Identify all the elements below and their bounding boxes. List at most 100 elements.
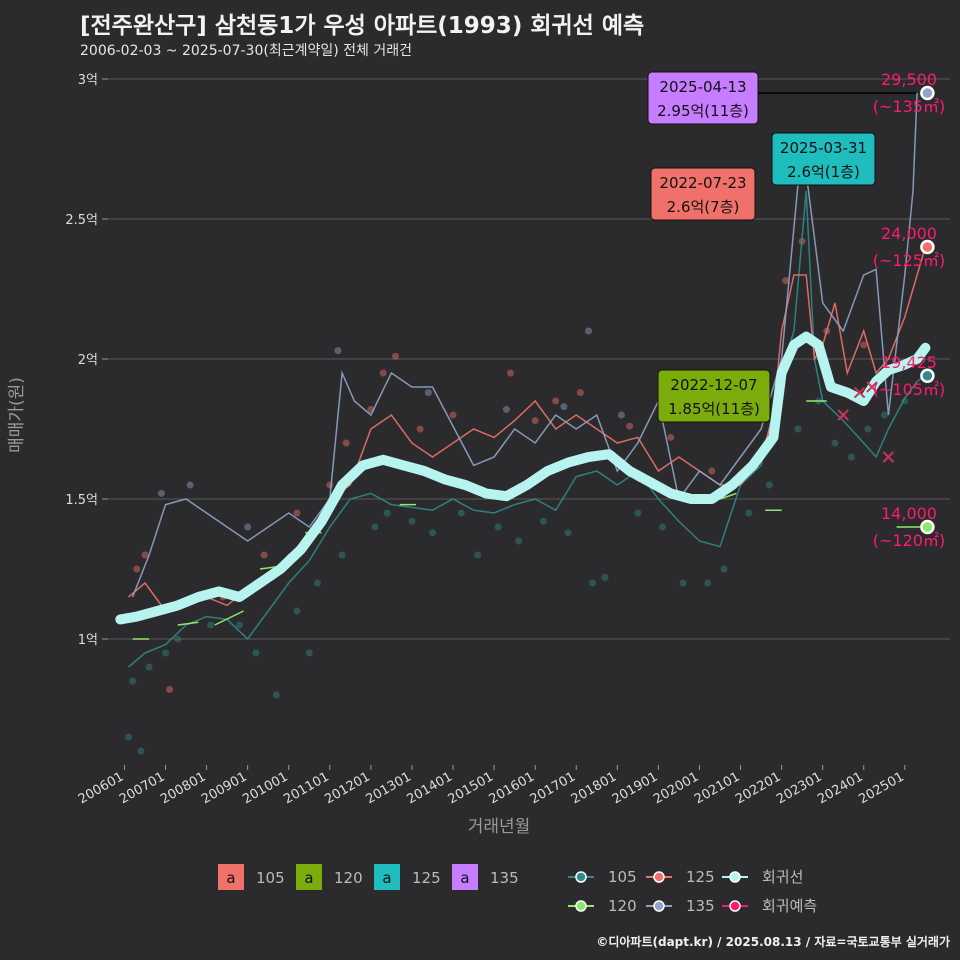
legend-key-letter: a: [304, 869, 313, 887]
scatter-point-105: [428, 529, 436, 537]
forecast-marker: [866, 381, 878, 393]
scatter-point-105: [494, 523, 502, 531]
x-tick-label: 201201: [322, 769, 372, 807]
x-tick-label: 200901: [199, 769, 249, 807]
scatter-point-125: [782, 277, 790, 285]
legend-key-box: [452, 864, 478, 890]
scatter-point-105: [704, 579, 712, 587]
scatter-point-105: [601, 573, 609, 581]
regression-line: [115, 331, 931, 625]
callout-date: 2022-12-07: [670, 376, 757, 394]
x-tick-label: 201401: [405, 769, 455, 807]
scatter-point-125: [626, 422, 634, 430]
legend-line-dot: [729, 900, 741, 912]
scatter-point-105: [129, 677, 137, 685]
y-tick-label: 1.5억: [65, 493, 98, 508]
x-tick-label: 201801: [569, 769, 619, 807]
forecast-marker: [853, 386, 866, 399]
legend-line-text: 105: [608, 868, 637, 886]
legend-label-text: 135: [490, 869, 519, 887]
scatter-point-125: [342, 439, 350, 447]
scatter-point-125: [133, 565, 141, 573]
scatter-point-105: [880, 411, 888, 419]
endpoint-area: (~105㎡): [873, 380, 945, 399]
scatter-point-105: [338, 551, 346, 559]
callout-box: [771, 132, 876, 186]
callout-date: 2022-07-23: [659, 174, 746, 192]
scatter-point-125: [667, 433, 675, 441]
callout-price: 2.6억(7층): [667, 198, 740, 216]
scatter-point-105: [137, 747, 145, 755]
scatter-point-125: [552, 397, 560, 405]
scatter-point-105: [765, 481, 773, 489]
y-axis-label: 매매가(원): [7, 377, 27, 453]
scatter-point-125: [576, 389, 584, 397]
x-tick-label: 201501: [446, 769, 496, 807]
series-line-135: [131, 92, 918, 598]
legend-line-dot: [729, 871, 741, 883]
legend-item-label-135: a 135: [452, 864, 519, 890]
legend-label-text: 120: [334, 869, 363, 887]
scatter-point-135: [617, 411, 625, 419]
legend-item-line-회귀예측: 회귀예측: [722, 897, 817, 915]
callout-date: 2025-03-31: [780, 139, 867, 157]
scatter-point-125: [507, 369, 515, 377]
y-tick-label: 1억: [78, 633, 98, 648]
x-tick-label: 200701: [117, 769, 167, 807]
callout-box: [650, 167, 756, 221]
legend-key-box: [374, 864, 400, 890]
endpoint-value: 29,500: [881, 70, 937, 89]
callout-date: 2025-04-13: [659, 78, 746, 96]
callout-box: [657, 369, 771, 423]
x-tick-label: 200801: [158, 769, 208, 807]
legend-line-dot: [653, 900, 665, 912]
series-line-120: [177, 621, 199, 626]
x-tick-label: 202201: [733, 769, 783, 807]
scatter-point-105: [383, 509, 391, 517]
scatter-point-125: [166, 685, 174, 693]
legend-item-line-120: 120: [568, 897, 637, 915]
series-line-120: [719, 492, 737, 500]
legend-line-dot: [575, 871, 587, 883]
scatter-point-105: [634, 509, 642, 517]
legend-line-text: 125: [686, 868, 715, 886]
legend-key-letter: a: [382, 869, 391, 887]
legend-line-text: 135: [686, 897, 715, 915]
y-tick-label: 2억: [78, 353, 98, 368]
legend-key-letter: a: [226, 869, 235, 887]
legend-item-label-125: a 125: [374, 864, 441, 890]
callout-price: 1.85억(11층): [668, 400, 760, 418]
scatter-point-135: [186, 481, 194, 489]
scatter-point-105: [720, 565, 728, 573]
scatter-point-105: [125, 733, 133, 741]
y-tick-label: 2.5억: [65, 213, 98, 228]
legend-key-letter: a: [460, 869, 469, 887]
forecast-marker: [837, 409, 849, 421]
scatter-point-125: [708, 467, 716, 475]
scatter-point-105: [831, 439, 839, 447]
endpoint-marker: [920, 85, 935, 101]
scatter-point-105: [371, 523, 379, 531]
callout-price: 2.6억(1층): [787, 163, 860, 181]
x-tick-label: 201601: [487, 769, 537, 807]
x-tick-label: 201701: [528, 769, 578, 807]
scatter-point-105: [235, 621, 243, 629]
scatter-point-105: [658, 523, 666, 531]
scatter-point-105: [408, 517, 416, 525]
scatter-point-105: [457, 509, 465, 517]
endpoint-area: (~125㎡): [873, 251, 945, 270]
scatter-point-105: [794, 425, 802, 433]
legend-item-label-105: a 105: [218, 864, 285, 890]
x-tick-label: 202001: [651, 769, 701, 807]
scatter-point-125: [531, 417, 539, 425]
callout-box: [647, 71, 759, 125]
scatter-point-105: [207, 621, 215, 629]
scatter-point-125: [141, 551, 149, 559]
scatter-point-105: [515, 537, 523, 545]
legend-line-dot: [575, 900, 587, 912]
scatter-point-135: [560, 403, 568, 411]
scatter-point-125: [379, 369, 387, 377]
scatter-point-125: [326, 481, 334, 489]
scatter-point-125: [860, 341, 868, 349]
